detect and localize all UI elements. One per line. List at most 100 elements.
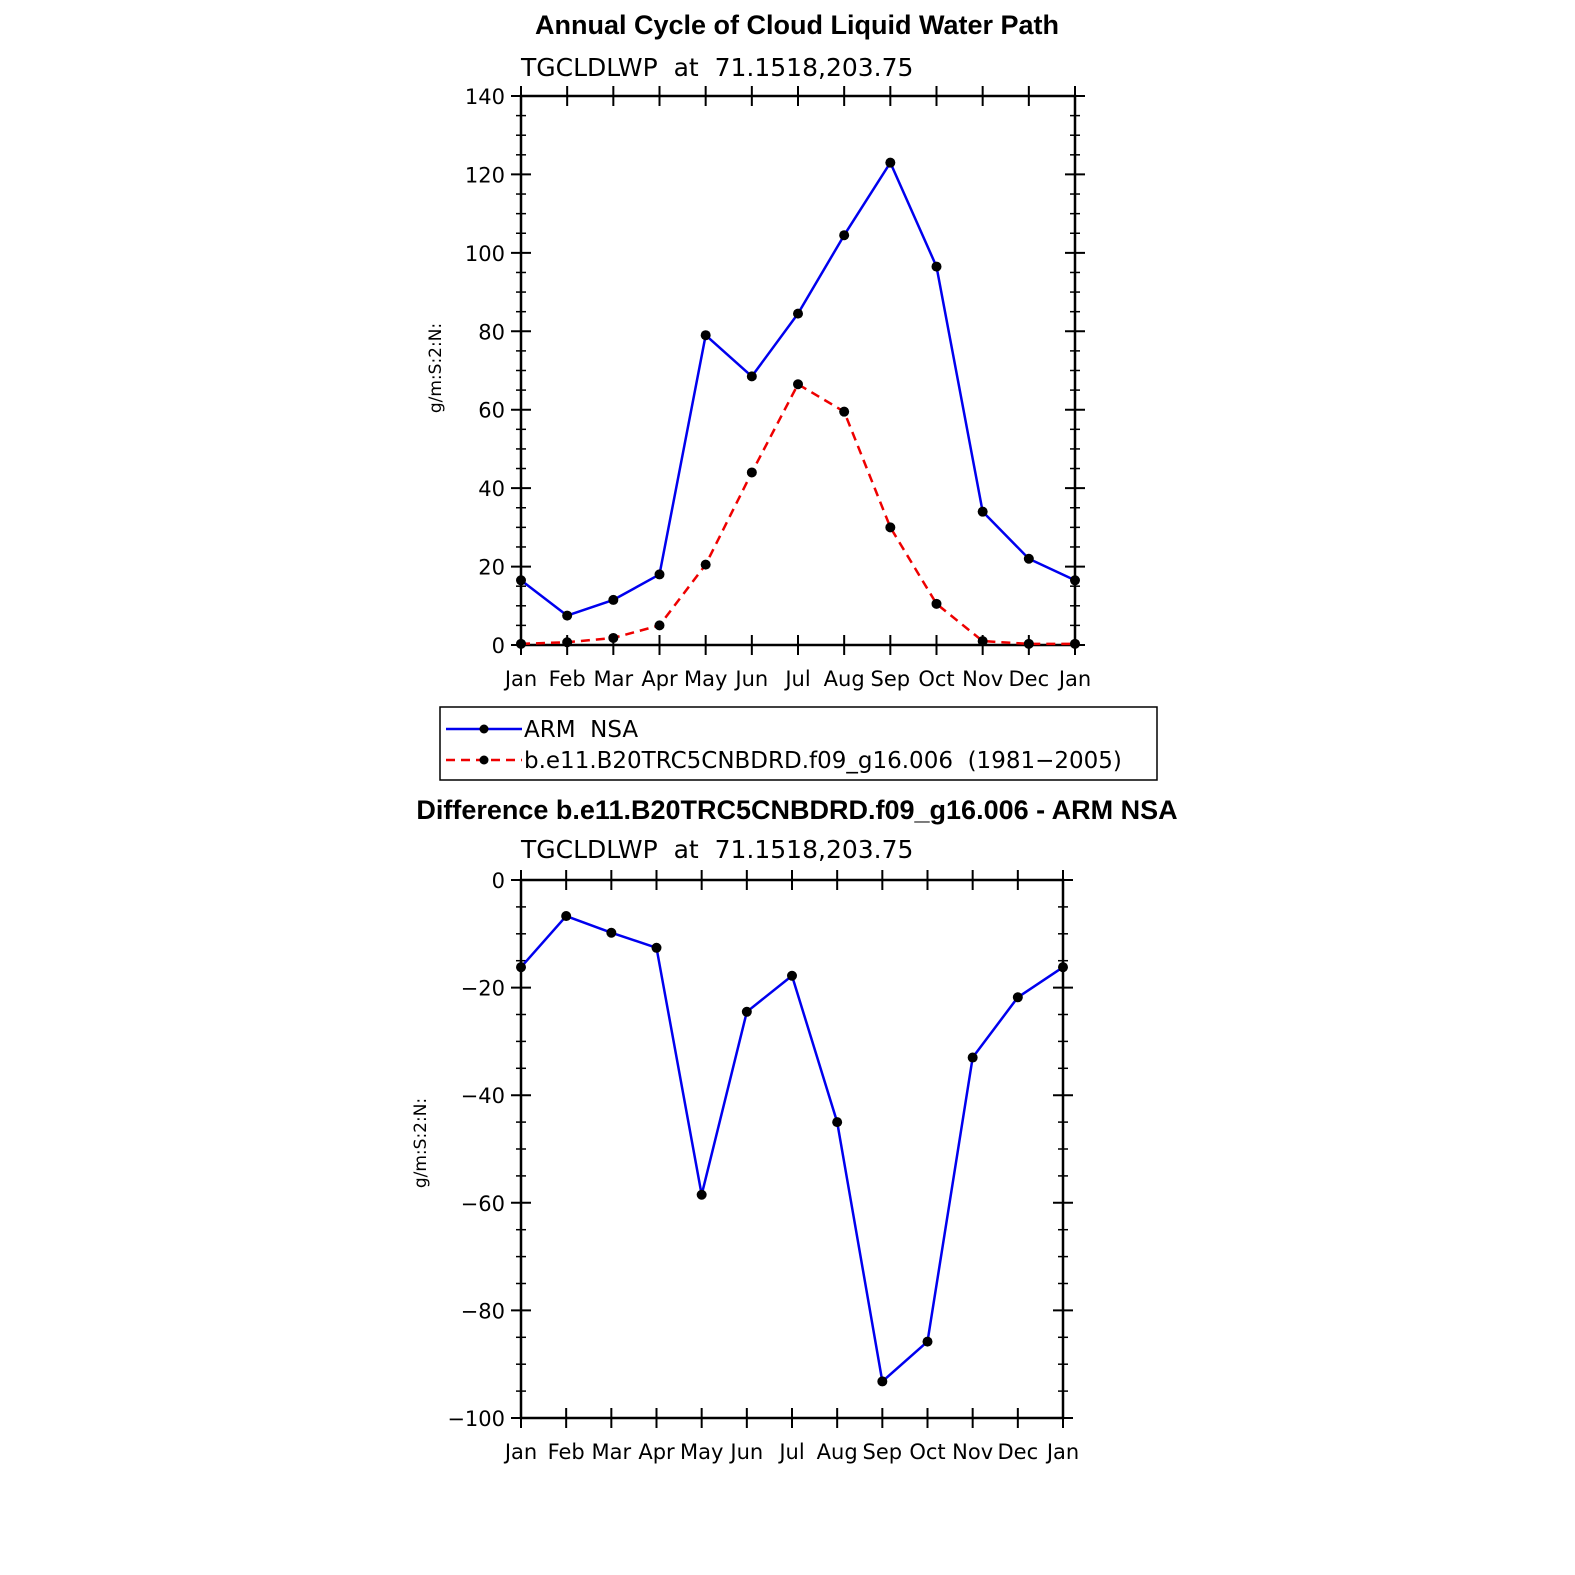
top-plot-area: 0 20 40 60 80 100 120 140 Jan Feb Mar Apr May Jun Jul A…: [465, 85, 1091, 691]
top-chart-title: Annual Cycle of Cloud Liquid Water Path: [535, 10, 1059, 40]
bottom-series-0-point: [561, 911, 572, 922]
bottom-x-tick-label: Apr: [638, 1440, 675, 1464]
top-x-tick-label: Dec: [1009, 667, 1050, 691]
bottom-series-0-point: [787, 970, 797, 981]
bottom-series-0-point: [1058, 962, 1068, 973]
bottom-series-0-point: [967, 1052, 978, 1063]
bottom-x-tick-label: Aug: [817, 1440, 858, 1464]
top-y-tick-label: 120: [465, 163, 505, 187]
bottom-x-tick-label: Jan: [503, 1440, 537, 1464]
legend-arm-label: ARM NSA: [524, 717, 638, 743]
top-series-1-point: [1070, 638, 1080, 649]
top-series-0-point: [608, 594, 619, 605]
top-series-0-point: [700, 330, 711, 341]
top-x-tick-label: Nov: [962, 667, 1003, 691]
top-series-1-line: [520, 382, 1075, 646]
top-x-tick-label: Aug: [824, 667, 865, 691]
top-plot-frame: [519, 94, 1077, 647]
top-series-1-point: [700, 559, 711, 570]
bottom-series-0-point: [606, 927, 617, 938]
bottom-y-tick-label: −100: [447, 1407, 505, 1431]
bottom-series-0-point: [922, 1336, 933, 1347]
top-x-tick-label: Feb: [549, 667, 586, 691]
top-x-tick-label: Apr: [641, 667, 678, 691]
bottom-series-0-point: [696, 1189, 707, 1200]
bottom-x-tick-label: Jul: [777, 1440, 804, 1464]
bottom-y-tick-label: −60: [461, 1192, 505, 1216]
top-series-0-point: [885, 157, 896, 168]
top-series-0-point: [654, 569, 665, 580]
top-y-tick-label: 100: [465, 242, 505, 266]
top-series-1-point: [977, 636, 988, 647]
bottom-chart-title: Difference b.e11.B20TRC5CNBDRD.f09_g16.0…: [416, 795, 1177, 825]
top-series-0-point: [1070, 575, 1080, 586]
top-series-0-point: [977, 506, 988, 517]
bottom-x-tick-label: Oct: [909, 1440, 945, 1464]
bottom-x-tick-label: Nov: [952, 1440, 993, 1464]
top-series-1-point: [885, 522, 896, 533]
legend-model-marker: [479, 755, 489, 765]
top-x-tick-label: Jan: [503, 667, 537, 691]
bottom-series-0-point: [741, 1006, 752, 1017]
bottom-series-0-point: [832, 1117, 843, 1128]
bottom-x-tick-label: Sep: [863, 1440, 903, 1464]
bottom-x-tick-label: Dec: [998, 1440, 1039, 1464]
bottom-chart: Difference b.e11.B20TRC5CNBDRD.f09_g16.0…: [411, 795, 1178, 1464]
bottom-series-0-point: [1012, 992, 1023, 1003]
top-x-tick-label: Jan: [1057, 667, 1091, 691]
top-series-0-point: [516, 575, 526, 586]
legend: ARM NSA b.e11.B20TRC5CNBDRD.f09_g16.006 …: [439, 706, 1158, 781]
top-series-1-point: [608, 632, 619, 643]
top-series-0-point: [839, 230, 850, 241]
top-series-1-point: [654, 620, 665, 631]
top-series-0-point: [793, 308, 803, 319]
bottom-y-tick-label: −40: [461, 1084, 505, 1108]
top-series-1-point: [562, 637, 573, 648]
top-y-tick-label: 40: [478, 477, 505, 501]
top-series-1-point: [931, 598, 942, 609]
top-x-tick-label: May: [684, 667, 727, 691]
legend-arm-marker: [479, 724, 489, 734]
bottom-x-tick-label: Jun: [728, 1440, 763, 1464]
bottom-series-0-point: [516, 962, 526, 973]
bottom-x-tick-label: Feb: [548, 1440, 585, 1464]
top-y-tick-label: 0: [492, 634, 505, 658]
top-chart: Annual Cycle of Cloud Liquid Water Path …: [426, 10, 1091, 691]
top-series-1-point: [516, 638, 526, 649]
bottom-chart-y-axis-label: g/m:S:2:N:: [411, 1098, 431, 1188]
top-x-tick-label: Sep: [871, 667, 911, 691]
bottom-x-tick-label: May: [680, 1440, 723, 1464]
bottom-y-tick-label: 0: [492, 869, 505, 893]
bottom-chart-subtitle: TGCLDLWP at 71.1518,203.75: [520, 835, 913, 864]
top-series-0-point: [746, 371, 757, 382]
top-y-tick-label: 80: [478, 320, 505, 344]
top-series-0-point: [931, 261, 942, 272]
bottom-series-0-point: [877, 1376, 888, 1387]
top-series-0-point: [1023, 553, 1034, 564]
top-series-1-point: [1023, 638, 1034, 649]
top-x-tick-label: Oct: [918, 667, 954, 691]
bottom-plot-area: 0 −20 −40 −60 −80 −100 Jan Feb Mar Apr May Jun Jul Au…: [447, 869, 1079, 1464]
top-chart-y-axis-label: g/m:S:2:N:: [426, 323, 446, 413]
top-series-1-point: [746, 467, 757, 478]
bottom-x-tick-label: Jan: [1045, 1440, 1079, 1464]
top-x-tick-label: Jun: [733, 667, 768, 691]
top-series-1-point: [793, 379, 803, 390]
top-x-tick-label: Jul: [783, 667, 810, 691]
top-y-tick-label: 20: [478, 556, 505, 580]
bottom-x-tick-label: Mar: [592, 1440, 632, 1464]
top-y-tick-label: 60: [478, 399, 505, 423]
top-series-1-point: [839, 406, 850, 417]
top-y-tick-label: 140: [465, 85, 505, 109]
bottom-series-0-point: [651, 942, 662, 953]
top-series-0-point: [562, 610, 573, 621]
legend-box: [439, 706, 1158, 781]
bottom-series-0-line: [520, 914, 1064, 1383]
top-x-tick-label: Mar: [594, 667, 634, 691]
legend-model-label: b.e11.B20TRC5CNBDRD.f09_g16.006 (1981−20…: [524, 748, 1122, 774]
bottom-plot-frame: [519, 878, 1065, 1420]
top-chart-subtitle: TGCLDLWP at 71.1518,203.75: [520, 53, 913, 82]
bottom-y-tick-label: −80: [461, 1299, 505, 1323]
bottom-y-tick-label: −20: [461, 977, 505, 1001]
